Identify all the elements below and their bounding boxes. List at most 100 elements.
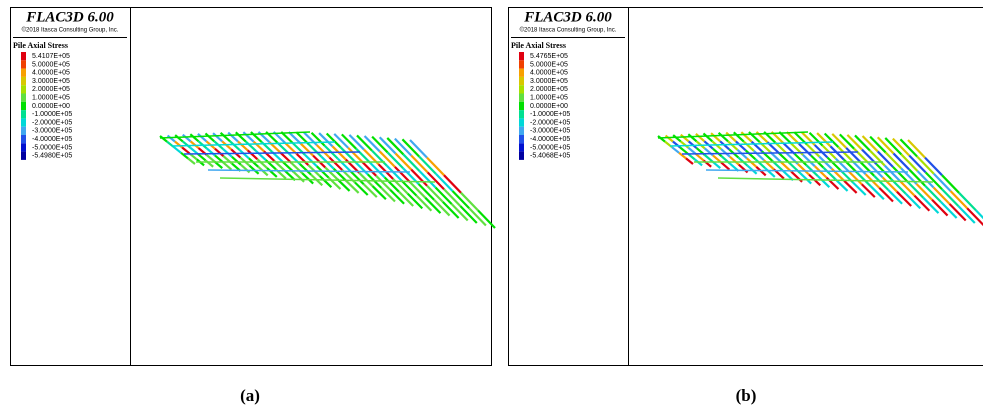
line — [874, 176, 888, 190]
legend-swatch — [21, 85, 26, 93]
line — [317, 145, 330, 158]
legend-title: Pile Axial Stress — [511, 41, 566, 50]
line — [359, 173, 372, 186]
line — [168, 136, 175, 142]
line — [847, 135, 862, 150]
legend-label: 4.0000E+05 — [32, 70, 70, 77]
line — [688, 134, 696, 141]
line — [853, 183, 866, 196]
legend-swatch — [519, 127, 524, 135]
line — [372, 150, 387, 165]
line — [205, 133, 214, 141]
legend-label: -4.0000E+05 — [530, 136, 570, 143]
line — [718, 178, 933, 182]
line — [362, 162, 376, 176]
line — [883, 177, 897, 191]
line — [174, 147, 181, 153]
line — [862, 184, 875, 197]
line — [376, 176, 390, 190]
legend-swatch — [519, 110, 524, 118]
caption: (b) — [736, 386, 757, 405]
pile-plot — [160, 132, 495, 228]
line — [721, 162, 729, 169]
legend-swatch — [519, 118, 524, 126]
legend-swatch — [21, 143, 26, 151]
line — [390, 190, 404, 204]
line — [810, 133, 823, 146]
line — [399, 192, 413, 206]
line — [696, 154, 704, 160]
line — [878, 151, 893, 166]
line — [846, 148, 860, 162]
legend-swatch — [21, 52, 26, 60]
line — [351, 171, 364, 184]
line — [208, 170, 410, 172]
line — [373, 186, 386, 199]
line — [838, 147, 852, 161]
line — [206, 155, 214, 162]
line — [706, 170, 908, 172]
legend-label: -1.0000E+05 — [530, 111, 570, 118]
line — [844, 181, 856, 193]
line — [357, 135, 372, 150]
line — [673, 135, 681, 141]
legend-label: 4.0000E+05 — [530, 70, 568, 77]
line — [190, 134, 198, 141]
line — [312, 133, 325, 146]
line — [658, 136, 665, 142]
legend-swatch — [21, 102, 26, 110]
line — [408, 194, 423, 209]
line — [175, 135, 183, 141]
line — [871, 186, 884, 199]
line — [672, 147, 679, 153]
line — [198, 134, 207, 141]
legend-label: 3.0000E+05 — [530, 78, 568, 85]
line — [183, 135, 191, 142]
line — [868, 163, 882, 177]
line — [681, 135, 689, 142]
line — [188, 158, 195, 164]
legend-label: 5.0000E+05 — [530, 61, 568, 68]
caption: (a) — [240, 386, 260, 405]
line — [387, 166, 402, 181]
legend-swatch — [519, 69, 524, 77]
line — [370, 163, 384, 177]
line — [888, 190, 902, 204]
line — [355, 183, 368, 196]
line — [825, 133, 839, 147]
line — [854, 149, 868, 163]
legend-swatch — [519, 94, 524, 102]
line — [183, 141, 191, 147]
legend-label: -3.0000E+05 — [32, 128, 72, 135]
legend-swatch — [519, 60, 524, 68]
line — [402, 181, 417, 196]
legend-label: -2.0000E+05 — [32, 119, 72, 126]
panel: FLAC3D 6.00 ©2018 Itasca Consulting Group… — [11, 7, 496, 405]
line — [681, 141, 689, 147]
legend-label: -3.0000E+05 — [530, 128, 570, 135]
panel: FLAC3D 6.00©2018 Itasca Consulting Group… — [509, 7, 983, 405]
legend-label: -4.0000E+05 — [32, 136, 72, 143]
pile-plot — [658, 132, 983, 228]
legend-label: 5.4765E+05 — [530, 53, 568, 60]
line — [346, 181, 358, 193]
legend-label: 0.0000E+00 — [530, 103, 568, 110]
line — [863, 136, 878, 151]
copyright: ©2018 Itasca Consulting Group, Inc. — [22, 27, 119, 34]
legend-label: 2.0000E+05 — [32, 86, 70, 93]
software-title: FLAC3D 6.00 — [25, 9, 114, 25]
line — [329, 157, 342, 170]
legend-label: -5.0000E+05 — [32, 144, 72, 151]
legend-swatch — [21, 60, 26, 68]
software-title: FLAC3D 6.00 — [523, 9, 612, 25]
line — [381, 188, 395, 202]
line — [900, 181, 915, 196]
line — [827, 157, 840, 170]
legend-swatch — [519, 85, 524, 93]
line — [897, 192, 911, 206]
legend-label: -5.4068E+05 — [530, 153, 570, 160]
legend-label: 1.0000E+05 — [32, 95, 70, 102]
legend-label: 2.0000E+05 — [530, 86, 568, 93]
line — [182, 147, 189, 153]
legend-swatch — [21, 127, 26, 135]
